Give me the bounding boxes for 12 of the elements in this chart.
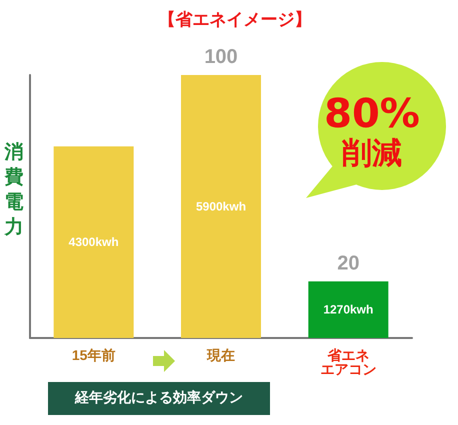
x-tick-label: 省エネエアコン (320, 347, 376, 377)
chart-title: 【省エネイメージ】 (158, 10, 312, 29)
data-label: 1270kwh (323, 302, 374, 317)
annotation: 20 (337, 252, 360, 274)
y-axis-title: 消費電力 (3, 140, 24, 240)
annotation: 100 (204, 46, 238, 68)
annotation: 80%削減 (323, 91, 421, 172)
x-tick-label: 15年前 (72, 347, 116, 363)
x-tick-label: 現在 (206, 347, 235, 363)
text: 経年劣化による効率ダウン (48, 382, 270, 415)
data-label: 5900kwh (196, 200, 246, 214)
data-label: 4300kwh (68, 235, 119, 250)
